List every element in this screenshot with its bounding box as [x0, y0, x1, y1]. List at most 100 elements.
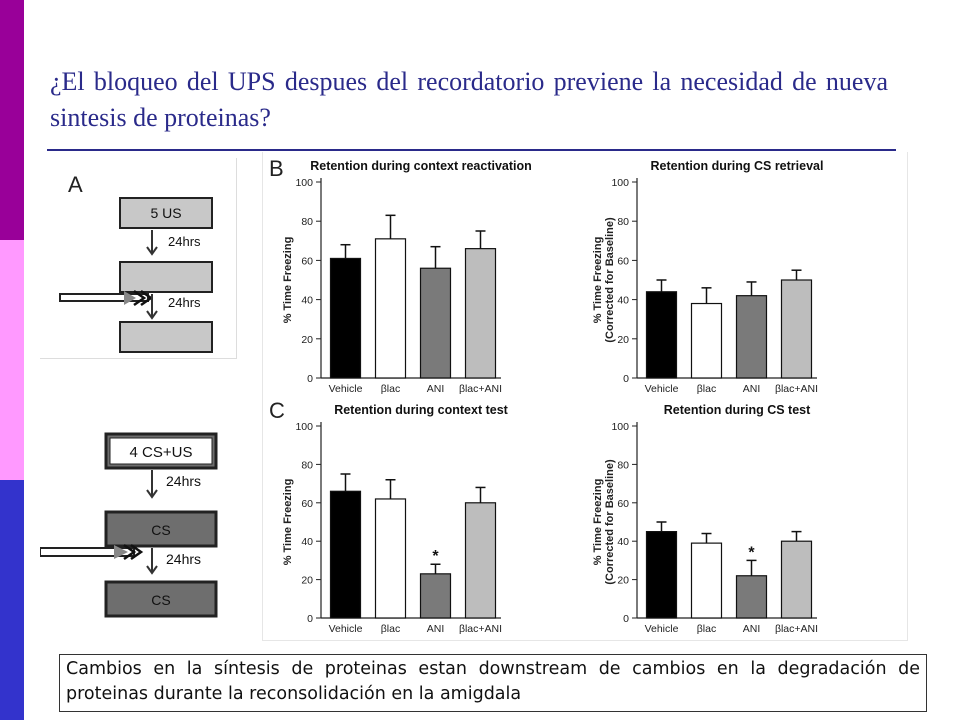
chart-1-bar — [464, 248, 497, 379]
chart-2-x-tick-label: βlac — [697, 383, 716, 395]
chart-1-y-tick-label: 80 — [301, 216, 313, 228]
chart-4-y-tick-label: 40 — [617, 536, 629, 548]
chart-1-title: Retention during context reactivation — [310, 159, 532, 173]
protocol-box-first-label: 5 US — [150, 205, 181, 221]
chart-2-y-tick-label: 40 — [617, 295, 629, 307]
chart-1-x-tick-label: βlac — [381, 383, 400, 395]
chart-4-y-tick-label: 100 — [611, 421, 629, 433]
chart-1-y-tick-label: 40 — [301, 295, 313, 307]
chart-1-y-tick-label: 20 — [301, 334, 313, 346]
chart-4-y-tick-label: 80 — [617, 459, 629, 471]
chart-3-bar — [329, 490, 362, 619]
chart-2-bar — [690, 302, 723, 379]
chart-1-y-tick-label: 0 — [307, 373, 313, 385]
protocol-box-cs-1-label: CS — [151, 522, 170, 538]
protocol-diagram-top: A 5 US 24hrs 24hrs — [59, 172, 213, 353]
arrow-head-4-icon — [146, 565, 158, 575]
caption-text: Cambios en la síntesis de proteinas esta… — [66, 659, 920, 704]
treatment-arrow-head-1-icon — [133, 289, 147, 307]
chart-3-x-tick-label: Vehicle — [329, 623, 363, 635]
panel-b-label: B — [269, 156, 284, 181]
chart-1-bar — [329, 257, 362, 379]
protocol-box-cs-us-inner — [109, 437, 213, 465]
chart-4-bar — [780, 540, 813, 619]
chart-4-y-tick-label: 20 — [617, 575, 629, 587]
chart-2-x-tick-label: βlac+ANI — [775, 383, 818, 395]
panel-c-label: C — [269, 398, 285, 423]
protocol-box-cs-2-label: CS — [151, 592, 170, 608]
protocol-box-cs-1 — [104, 510, 218, 548]
protocol-diagram-bottom: 4 CS+US 24hrs CS 24hrs CS — [39, 432, 218, 618]
chart-1-y-tick-label: 100 — [295, 177, 313, 189]
chart-1-x-tick-label: βlac+ANI — [459, 383, 502, 395]
treatment-arrow-shaft — [59, 293, 149, 302]
chart-2-y-tick-label: 80 — [617, 216, 629, 228]
interval-label-1: 24hrs — [168, 234, 201, 249]
chart-2-y-tick-label: 0 — [623, 373, 629, 385]
side-bar-top — [0, 0, 24, 240]
chart-4-x-tick-label: βlac+ANI — [775, 623, 818, 635]
charts-frame: B C Retention during context reactivatio… — [262, 152, 908, 641]
chart-3-y-tick-label: 100 — [295, 421, 313, 433]
panel-a-label: A — [68, 172, 83, 197]
protocol-box-first — [119, 197, 213, 229]
chart-2-x-tick-label: ANI — [743, 383, 761, 395]
protocol-box-second — [119, 261, 213, 293]
chart-4-x-tick-label: Vehicle — [645, 623, 679, 635]
chart-3-y-tick-label: 60 — [301, 498, 313, 510]
chart-2-x-tick-label: Vehicle — [645, 383, 679, 395]
chart-1-bar — [374, 238, 407, 379]
chart-2-y-tick-label: 100 — [611, 177, 629, 189]
chart-4-bar — [645, 531, 678, 619]
chart-4-y-label-line-1: % Time Freezing — [592, 479, 604, 566]
chart-2-title: Retention during CS retrieval — [651, 159, 824, 173]
chart-1-x-tick-label: ANI — [427, 383, 445, 395]
chart-4-y-label-line-2: (Corrected for Baseline) — [604, 459, 616, 585]
chart-2-y-tick-label: 20 — [617, 334, 629, 346]
title-divider — [47, 149, 896, 151]
chart-2-bar — [780, 279, 813, 379]
caption-box: Cambios en la síntesis de proteinas esta… — [59, 654, 927, 712]
treatment-arrow-head-4-icon — [130, 543, 144, 561]
chart-3-bar — [374, 498, 407, 619]
interval-label-2: 24hrs — [168, 295, 201, 310]
chart-3-bar — [464, 502, 497, 619]
chart-3-significance-marker: * — [432, 548, 439, 565]
side-bar-bottom — [0, 480, 24, 720]
bar-charts: B C Retention during context reactivatio… — [269, 156, 824, 635]
treatment-arrow-head-3-icon — [123, 543, 137, 561]
interval-label-3: 24hrs — [166, 473, 201, 489]
chart-3-x-tick-label: βlac+ANI — [459, 623, 502, 635]
chart-1-bar — [419, 267, 452, 379]
panel-a-bottom-protocol: 4 CS+US 24hrs CS 24hrs CS — [39, 420, 236, 630]
chart-4-x-tick-label: ANI — [743, 623, 761, 635]
chart-1-y-label: % Time Freezing — [282, 237, 294, 324]
chart-1-y-tick-label: 60 — [301, 255, 313, 267]
arrow-head-2-icon — [146, 310, 158, 320]
protocol-box-cs-us-label: 4 CS+US — [130, 444, 193, 461]
chart-4-significance-marker: * — [748, 544, 755, 561]
chart-3-y-tick-label: 40 — [301, 536, 313, 548]
chart-3-y-tick-label: 80 — [301, 459, 313, 471]
chart-3-y-label: % Time Freezing — [282, 479, 294, 566]
chart-4-y-tick-label: 60 — [617, 498, 629, 510]
chart-4-y-tick-label: 0 — [623, 613, 629, 625]
treatment-arrow-head-grey-2-icon — [114, 545, 128, 559]
panel-a-top-protocol: A 5 US 24hrs 24hrs — [40, 158, 237, 359]
chart-3-y-tick-label: 0 — [307, 613, 313, 625]
chart-3-x-tick-label: ANI — [427, 623, 445, 635]
chart-2-y-tick-label: 60 — [617, 255, 629, 267]
chart-3-y-tick-label: 20 — [301, 575, 313, 587]
protocol-box-third — [119, 321, 213, 353]
chart-3-bar — [419, 573, 452, 619]
chart-4-x-tick-label: βlac — [697, 623, 716, 635]
chart-2-bar — [645, 291, 678, 379]
arrow-head-1-icon — [146, 246, 158, 256]
chart-3-x-tick-label: βlac — [381, 623, 400, 635]
chart-4-bar — [735, 575, 768, 619]
protocol-box-cs-2 — [104, 580, 218, 618]
chart-1-x-tick-label: Vehicle — [329, 383, 363, 395]
chart-2-bar — [735, 295, 768, 379]
arrow-head-3-icon — [146, 489, 158, 499]
chart-2-y-label-line-1: % Time Freezing — [592, 237, 604, 324]
